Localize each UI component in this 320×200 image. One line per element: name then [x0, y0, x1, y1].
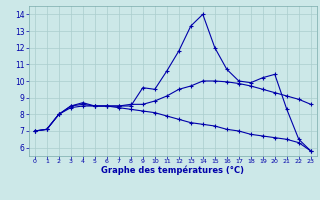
- X-axis label: Graphe des températures (°C): Graphe des températures (°C): [101, 166, 244, 175]
